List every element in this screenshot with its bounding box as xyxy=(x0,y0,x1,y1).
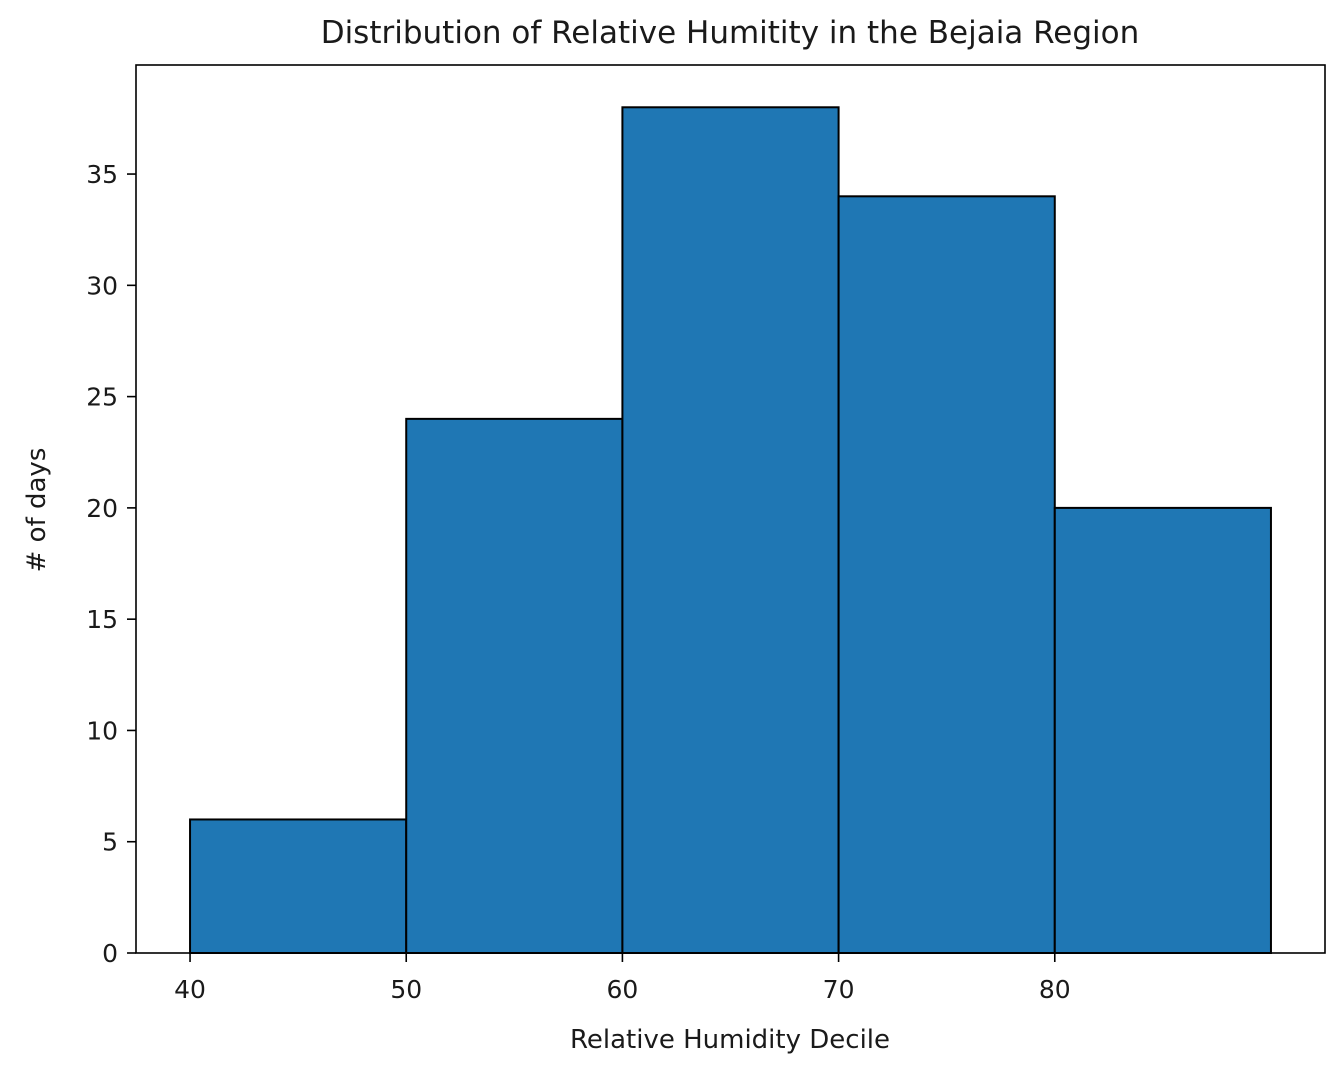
histogram-bar-60-70 xyxy=(621,106,840,955)
histogram-bar-80-90 xyxy=(1053,506,1272,954)
plot-frame xyxy=(135,64,1326,954)
histogram-bar-70-80 xyxy=(837,195,1056,954)
x-axis-label: Relative Humidity Decile xyxy=(570,1025,890,1055)
x-tick-label: 80 xyxy=(1039,975,1071,1004)
y-tick-label: 5 xyxy=(102,828,118,857)
y-tick-label: 30 xyxy=(86,271,118,300)
y-tick-label: 25 xyxy=(86,383,118,412)
y-tick-label: 15 xyxy=(86,605,118,634)
chart-title: Distribution of Relative Humitity in the… xyxy=(321,15,1140,51)
x-axis-ticks: 40 50 60 70 80 xyxy=(174,953,1071,1004)
y-axis-label: # of days xyxy=(22,448,52,573)
y-tick-label: 20 xyxy=(86,494,118,523)
y-tick-label: 35 xyxy=(86,160,118,189)
x-tick-label: 50 xyxy=(390,975,422,1004)
histogram-bar-50-60 xyxy=(405,417,624,954)
histogram-bar-40-50 xyxy=(189,818,408,955)
x-tick-label: 70 xyxy=(823,975,855,1004)
x-tick-label: 60 xyxy=(607,975,639,1004)
y-axis-ticks: 0 5 10 15 20 25 30 35 xyxy=(86,160,136,968)
bars-group xyxy=(189,106,1272,955)
x-tick-label: 40 xyxy=(174,975,206,1004)
y-tick-label: 0 xyxy=(102,939,118,968)
y-tick-label: 10 xyxy=(86,716,118,745)
